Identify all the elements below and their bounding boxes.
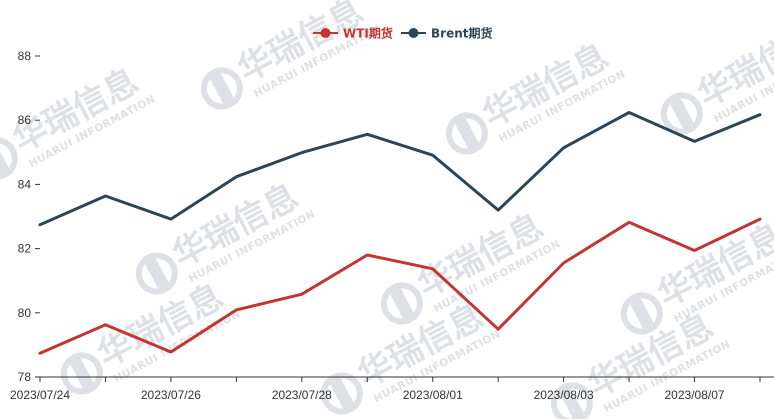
y-tick-label: 88 [18,49,32,63]
y-tick-label: 84 [18,177,32,191]
x-tick-label: 2023/08/03 [534,388,594,402]
huarui-logo-icon [60,352,103,395]
huarui-logo-icon [660,92,703,135]
y-tick-label: 78 [18,370,32,384]
huarui-logo-icon [320,372,363,415]
huarui-logo-icon [380,282,423,325]
x-tick-label: 2023/08/07 [665,388,725,402]
y-tick-label: 86 [18,113,32,127]
x-tick-label: 2023/07/24 [10,388,70,402]
series-layer [38,111,762,355]
x-tick-label: 2023/08/01 [403,388,463,402]
x-tick-label: 2023/07/26 [141,388,201,402]
legend-label: Brent期货 [431,26,492,41]
huarui-logo-icon [550,382,593,419]
series-line-0[interactable] [38,217,762,355]
huarui-logo-icon [445,112,488,155]
legend-marker-icon [408,28,419,38]
huarui-logo-icon [200,67,243,110]
huarui-logo-icon [135,252,178,295]
series-line-1[interactable] [38,111,762,227]
huarui-logo-icon [620,292,663,335]
y-tick-label: 80 [18,306,32,320]
legend-label: WTI期货 [343,26,393,41]
chart-axes: 2023/07/24 2023/07/26 2023/07/28 2023/08/01… [10,49,774,402]
x-tick-label: 2023/07/28 [272,388,332,402]
legend-item[interactable]: WTI期货 [313,26,393,41]
chart-legend[interactable]: WTI期货 Brent期货 [313,26,492,41]
legend-item[interactable]: Brent期货 [401,26,492,41]
legend-marker-icon [320,28,331,38]
y-tick-label: 82 [18,242,32,256]
huarui-logo-icon [0,137,18,180]
